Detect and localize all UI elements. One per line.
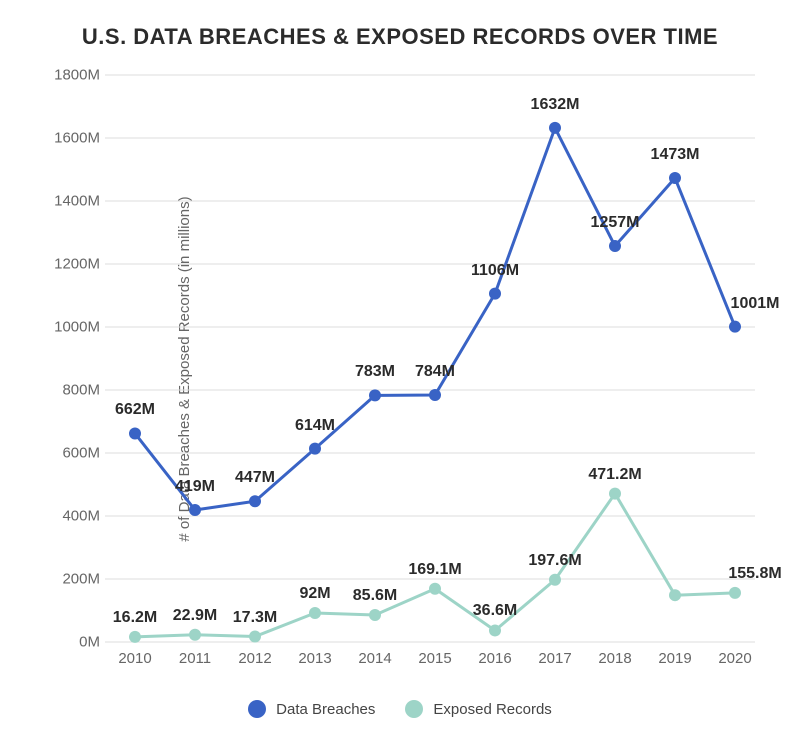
data-point-label: 662M bbox=[115, 401, 155, 419]
x-tick-label: 2010 bbox=[118, 650, 151, 667]
legend-label: Data Breaches bbox=[276, 701, 375, 718]
data-point-label: 1001M bbox=[731, 295, 780, 313]
x-tick-label: 2014 bbox=[358, 650, 391, 667]
data-point-label: 1632M bbox=[531, 96, 580, 114]
data-point-label: 783M bbox=[355, 363, 395, 381]
data-point-label: 155.8M bbox=[728, 565, 781, 583]
y-tick-label: 800M bbox=[50, 382, 100, 399]
data-point-label: 1257M bbox=[591, 214, 640, 232]
legend-swatch bbox=[405, 700, 423, 718]
data-point-label: 419M bbox=[175, 478, 215, 496]
legend-swatch bbox=[248, 700, 266, 718]
x-tick-label: 2016 bbox=[478, 650, 511, 667]
y-tick-label: 1800M bbox=[50, 67, 100, 84]
legend-item: Data Breaches bbox=[248, 700, 375, 718]
x-tick-label: 2019 bbox=[658, 650, 691, 667]
data-point-label: 197.6M bbox=[528, 552, 581, 570]
y-tick-label: 200M bbox=[50, 571, 100, 588]
data-point-label: 169.1M bbox=[408, 561, 461, 579]
data-point-label: 85.6M bbox=[353, 587, 397, 605]
x-tick-label: 2020 bbox=[718, 650, 751, 667]
chart-title: U.S. DATA BREACHES & EXPOSED RECORDS OVE… bbox=[0, 24, 800, 50]
data-point-label: 447M bbox=[235, 469, 275, 487]
data-point-label: 16.2M bbox=[113, 609, 157, 627]
data-point-label: 17.3M bbox=[233, 609, 277, 627]
y-tick-label: 400M bbox=[50, 508, 100, 525]
data-point-label: 22.9M bbox=[173, 607, 217, 625]
data-point-label: 92M bbox=[299, 585, 330, 603]
legend-label: Exposed Records bbox=[433, 701, 551, 718]
plot-area: 0M200M400M600M800M1000M1200M1400M1600M18… bbox=[105, 75, 755, 650]
data-point-label: 471.2M bbox=[588, 466, 641, 484]
legend-item: Exposed Records bbox=[405, 700, 551, 718]
x-tick-label: 2011 bbox=[179, 650, 211, 667]
data-point-label: 1473M bbox=[651, 146, 700, 164]
y-tick-label: 0M bbox=[50, 634, 100, 651]
legend: Data Breaches Exposed Records bbox=[0, 700, 800, 718]
x-tick-label: 2013 bbox=[298, 650, 331, 667]
y-tick-label: 1600M bbox=[50, 130, 100, 147]
y-tick-label: 1200M bbox=[50, 256, 100, 273]
y-tick-label: 1400M bbox=[50, 193, 100, 210]
y-tick-label: 1000M bbox=[50, 319, 100, 336]
data-point-label: 614M bbox=[295, 417, 335, 435]
x-tick-label: 2017 bbox=[538, 650, 571, 667]
data-point-label: 784M bbox=[415, 363, 455, 381]
x-tick-label: 2018 bbox=[598, 650, 631, 667]
chart-container: U.S. DATA BREACHES & EXPOSED RECORDS OVE… bbox=[0, 0, 800, 738]
y-tick-label: 600M bbox=[50, 445, 100, 462]
x-tick-label: 2015 bbox=[418, 650, 451, 667]
data-point-label: 36.6M bbox=[473, 602, 517, 620]
x-tick-label: 2012 bbox=[238, 650, 271, 667]
data-point-label: 1106M bbox=[471, 262, 519, 280]
